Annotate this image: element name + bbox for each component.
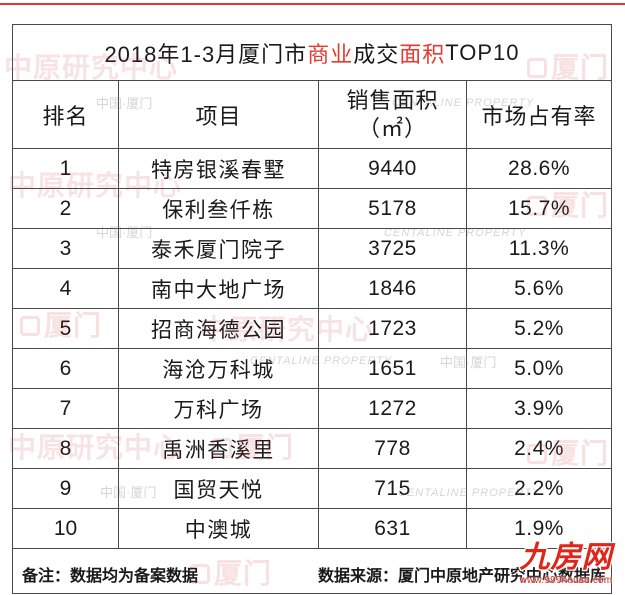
table-row: 8 禹洲香溪里 778 2.4%	[13, 429, 611, 468]
area-cell: 1846	[319, 269, 466, 308]
rank-cell: 6	[13, 349, 118, 388]
header-share: 市场占有率	[467, 81, 611, 148]
title-segment: 成交	[353, 41, 400, 67]
rank-cell: 8	[13, 429, 118, 468]
area-cell: 778	[319, 429, 466, 468]
share-cell: 2.2%	[467, 469, 611, 508]
header-area: 销售面积 （㎡）	[319, 81, 466, 148]
table-row: 3 泰禾厦门院子 3725 11.3%	[13, 229, 611, 268]
share-cell: 5.0%	[467, 349, 611, 388]
table-row: 9 国贸天悦 715 2.2%	[13, 469, 611, 508]
share-cell: 28.6%	[467, 149, 611, 188]
area-cell: 715	[319, 469, 466, 508]
title-highlight: 面积	[399, 41, 446, 67]
area-cell: 1723	[319, 309, 466, 348]
data-source: 数据来源：厦门中原地产研究中心数据库	[318, 568, 607, 585]
project-cell: 特房银溪春墅	[119, 149, 318, 188]
area-cell: 3725	[319, 229, 466, 268]
data-table: 2018年1-3月厦门市 商业 成交 面积 TOP10 排名 项目 销售面积 （㎡） 市…	[12, 24, 612, 594]
header-row: 排名 项目 销售面积 （㎡） 市场占有率	[13, 81, 611, 148]
table-row: 7 万科广场 1272 3.9%	[13, 389, 611, 428]
area-cell: 631	[319, 509, 466, 548]
rank-cell: 3	[13, 229, 118, 268]
rank-cell: 1	[13, 149, 118, 188]
share-cell: 1.9%	[467, 509, 611, 548]
site-logo-name: 九房网	[519, 541, 613, 574]
footer-row: 备注：数据均为备案数据 数据来源：厦门中原地产研究中心数据库	[13, 549, 611, 593]
rank-cell: 5	[13, 309, 118, 348]
share-cell: 5.6%	[467, 269, 611, 308]
chart-title: 2018年1-3月厦门市 商业 成交 面积 TOP10	[13, 25, 611, 80]
table-row: 4 南中大地广场 1846 5.6%	[13, 269, 611, 308]
project-cell: 招商海德公园	[119, 309, 318, 348]
project-cell: 泰禾厦门院子	[119, 229, 318, 268]
table-note: 备注：数据均为备案数据	[22, 568, 199, 585]
share-cell: 5.2%	[467, 309, 611, 348]
top-accent-line	[0, 3, 625, 5]
area-cell: 5178	[319, 189, 466, 228]
rank-cell: 4	[13, 269, 118, 308]
project-cell: 南中大地广场	[119, 269, 318, 308]
header-rank: 排名	[13, 81, 118, 148]
share-cell: 15.7%	[467, 189, 611, 228]
project-cell: 保利叁仟栋	[119, 189, 318, 228]
table-row: 6 海沧万科城 1651 5.0%	[13, 349, 611, 388]
rank-cell: 9	[13, 469, 118, 508]
area-cell: 9440	[319, 149, 466, 188]
area-cell: 1651	[319, 349, 466, 388]
footer-cell: 备注：数据均为备案数据 数据来源：厦门中原地产研究中心数据库	[13, 549, 611, 593]
table-row: 10 中澳城 631 1.9%	[13, 509, 611, 548]
header-area-unit: （㎡）	[357, 115, 427, 141]
share-cell: 2.4%	[467, 429, 611, 468]
rank-cell: 7	[13, 389, 118, 428]
title-highlight: 商业	[307, 41, 354, 67]
title-segment: 2018年1-3月厦门市	[104, 41, 308, 67]
table-row: 5 招商海德公园 1723 5.2%	[13, 309, 611, 348]
site-logo: 九房网 www.999house.com	[516, 541, 616, 587]
area-cell: 1272	[319, 389, 466, 428]
project-cell: 国贸天悦	[119, 469, 318, 508]
project-cell: 海沧万科城	[119, 349, 318, 388]
project-cell: 禹洲香溪里	[119, 429, 318, 468]
table-row: 1 特房银溪春墅 9440 28.6%	[13, 149, 611, 188]
site-logo-url: www.999house.com	[519, 575, 613, 586]
project-cell: 万科广场	[119, 389, 318, 428]
title-row: 2018年1-3月厦门市 商业 成交 面积 TOP10	[13, 25, 611, 80]
project-cell: 中澳城	[119, 509, 318, 548]
share-cell: 3.9%	[467, 389, 611, 428]
header-project: 项目	[119, 81, 318, 148]
header-area-label: 销售面积	[346, 87, 439, 113]
table-row: 2 保利叁仟栋 5178 15.7%	[13, 189, 611, 228]
rank-cell: 2	[13, 189, 118, 228]
title-segment: TOP10	[445, 39, 520, 65]
rank-cell: 10	[13, 509, 118, 548]
share-cell: 11.3%	[467, 229, 611, 268]
